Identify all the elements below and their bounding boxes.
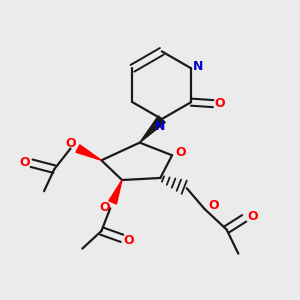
Text: N: N — [155, 120, 166, 133]
Text: N: N — [192, 60, 203, 73]
Text: O: O — [100, 201, 110, 214]
Text: O: O — [175, 146, 186, 159]
Text: O: O — [208, 199, 219, 212]
Text: O: O — [65, 137, 76, 150]
Polygon shape — [140, 116, 165, 142]
Polygon shape — [109, 180, 122, 204]
Text: O: O — [123, 234, 134, 247]
Text: O: O — [20, 156, 31, 169]
Text: O: O — [247, 210, 258, 223]
Polygon shape — [76, 145, 101, 160]
Text: O: O — [214, 97, 225, 110]
